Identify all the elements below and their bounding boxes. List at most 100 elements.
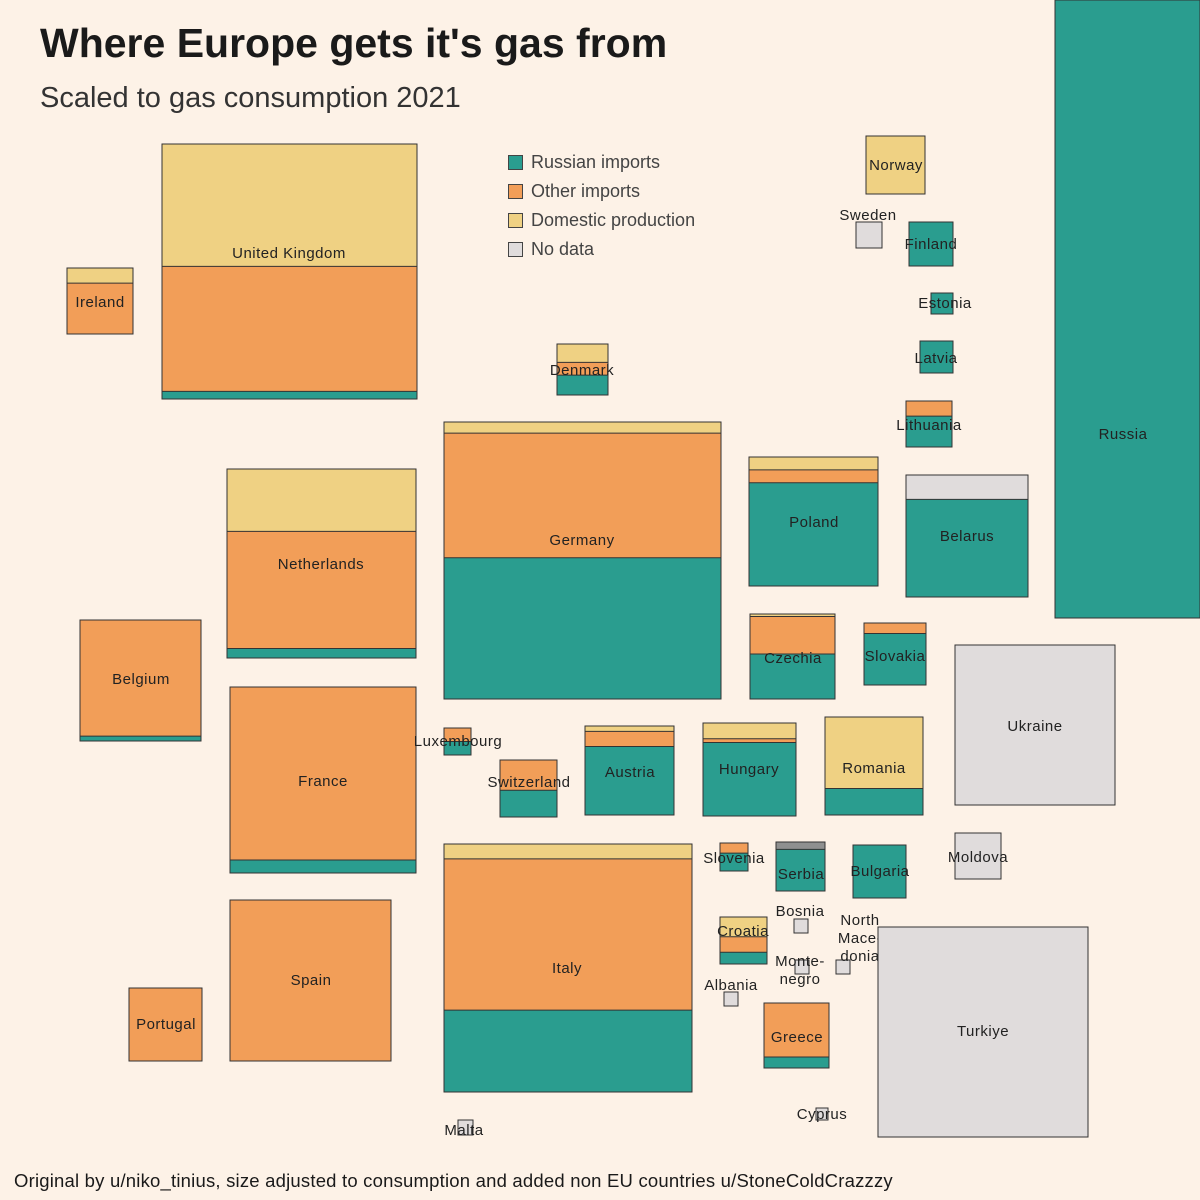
tile-segment-austria-other xyxy=(585,731,674,747)
tile-outline-germany xyxy=(443,421,722,700)
country-label-sweden: Sweden xyxy=(839,207,896,224)
tile-segment-ukraine-nodata xyxy=(955,645,1115,805)
country-label-latvia: Latvia xyxy=(914,350,957,367)
country-label-estonia: Estonia xyxy=(918,295,972,312)
tile-outline-ukraine xyxy=(954,644,1116,806)
tile-segment-france-other xyxy=(230,687,416,860)
tile-segment-ireland-other xyxy=(67,283,133,334)
tile-segment-romania-domestic xyxy=(825,717,923,789)
tile-segment-italy-domestic xyxy=(444,844,692,859)
country-label-lithuania: Lithuania xyxy=(896,417,962,434)
tile-segment-moldova-nodata xyxy=(955,833,1001,879)
tile-segment-poland-other xyxy=(749,469,878,483)
country-label-slovakia: Slovakia xyxy=(865,648,926,665)
tile-segment-czechia-domestic xyxy=(750,614,835,617)
country-label-croatia: Croatia xyxy=(717,923,769,940)
tile-segment-bosnia-nodata xyxy=(794,919,808,933)
tile-segment-belarus-russian xyxy=(906,499,1028,597)
tile-segment-croatia-other xyxy=(720,936,767,953)
tile-segment-monte-negro-nodata xyxy=(795,960,809,974)
tile-outline-denmark xyxy=(556,343,609,396)
tile-segment-hungary-domestic xyxy=(703,723,796,739)
country-label-romania: Romania xyxy=(842,760,906,777)
tile-segment-lithuania-russian xyxy=(906,416,952,447)
tile-segment-denmark-other xyxy=(557,362,608,376)
tile-segment-poland-russian xyxy=(749,482,878,586)
country-label-portugal: Portugal xyxy=(136,1016,196,1033)
country-label-poland: Poland xyxy=(789,514,839,531)
country-label-north-mace-donia: North Mace-donia xyxy=(838,912,882,965)
tile-segment-denmark-domestic xyxy=(557,344,608,363)
tile-segment-lithuania-other xyxy=(906,401,952,417)
country-label-netherlands: Netherlands xyxy=(278,556,364,573)
tile-segment-croatia-domestic xyxy=(720,917,767,937)
tile-segment-romania-russian xyxy=(825,788,923,815)
tile-segment-finland-russian xyxy=(909,222,953,266)
country-label-serbia: Serbia xyxy=(778,866,825,883)
tile-segment-latvia-russian xyxy=(920,341,953,373)
tile-outline-slovenia xyxy=(719,842,749,872)
tile-outline-luxembourg xyxy=(443,727,472,756)
source-credit: Original by u/niko_tinius, size adjusted… xyxy=(14,1170,893,1191)
country-label-italy: Italy xyxy=(552,960,582,977)
country-label-norway: Norway xyxy=(869,157,923,174)
tile-segment-turkiye-nodata xyxy=(878,927,1088,1137)
tile-segment-spain-other xyxy=(230,900,391,1061)
legend-swatch-domestic xyxy=(508,213,523,228)
tile-outline-portugal xyxy=(128,987,203,1062)
tile-segment-poland-domestic xyxy=(749,457,878,470)
tile-segment-belarus-nodata xyxy=(906,475,1028,500)
legend-label-domestic: Domestic production xyxy=(531,210,696,230)
tile-outline-austria xyxy=(584,725,675,816)
tile-outline-monte-negro xyxy=(794,959,810,975)
tile-segment-north-mace-donia-nodata xyxy=(836,960,850,974)
tile-segment-united-kingdom-russian xyxy=(162,391,417,399)
tile-segment-italy-russian xyxy=(444,1010,692,1092)
country-label-slovenia: Slovenia xyxy=(703,850,765,867)
tile-outline-lithuania xyxy=(905,400,953,448)
tile-outline-slovakia xyxy=(863,622,927,686)
tile-outline-czechia xyxy=(749,613,836,700)
tile-segment-germany-other xyxy=(444,433,721,558)
country-label-belarus: Belarus xyxy=(940,528,994,545)
tile-segment-luxembourg-russian xyxy=(444,741,471,755)
tile-segment-netherlands-other xyxy=(227,531,416,649)
legend-swatch-other xyxy=(508,184,523,199)
tile-outline-bosnia xyxy=(793,918,809,934)
tile-outline-belgium xyxy=(79,619,202,742)
tile-segment-greece-other xyxy=(764,1003,829,1057)
tile-outline-switzerland xyxy=(499,759,558,818)
tile-outline-turkiye xyxy=(877,926,1089,1138)
tile-segment-norway-domestic xyxy=(866,136,925,194)
tile-outline-moldova xyxy=(954,832,1002,880)
country-label-ukraine: Ukraine xyxy=(1007,718,1062,735)
legend-label-other: Other imports xyxy=(531,181,641,201)
tile-segment-switzerland-russian xyxy=(500,790,557,817)
tile-segment-ireland-domestic xyxy=(67,268,133,284)
legend-label-nodata: No data xyxy=(531,239,595,259)
country-label-bulgaria: Bulgaria xyxy=(850,863,909,880)
tile-outline-belarus xyxy=(905,474,1029,598)
country-label-ireland: Ireland xyxy=(75,294,124,311)
tile-segment-hungary-russian xyxy=(703,742,796,816)
tile-segment-malta-nodata xyxy=(458,1120,473,1135)
tile-segment-hungary-other xyxy=(703,738,796,743)
tile-outline-croatia xyxy=(719,916,768,965)
country-label-moldova: Moldova xyxy=(948,849,1008,866)
tile-segment-germany-domestic xyxy=(444,422,721,434)
tile-segment-luxembourg-other xyxy=(444,728,471,742)
tile-segment-czechia-other xyxy=(750,616,835,654)
country-label-bosnia: Bosnia xyxy=(776,903,825,920)
tile-outline-spain xyxy=(229,899,392,1062)
legend-swatch-russian xyxy=(508,155,523,170)
tile-segment-austria-russian xyxy=(585,746,674,815)
country-label-cyprus: Cyprus xyxy=(797,1106,848,1123)
tile-segment-united-kingdom-domestic xyxy=(162,144,417,267)
tile-outline-romania xyxy=(824,716,924,816)
tile-segment-slovakia-russian xyxy=(864,633,926,685)
tile-segment-sweden-nodata xyxy=(856,222,882,248)
country-label-finland: Finland xyxy=(905,236,958,253)
legend-swatch-nodata xyxy=(508,242,523,257)
country-label-germany: Germany xyxy=(549,532,614,549)
tile-outline-norway xyxy=(865,135,926,195)
